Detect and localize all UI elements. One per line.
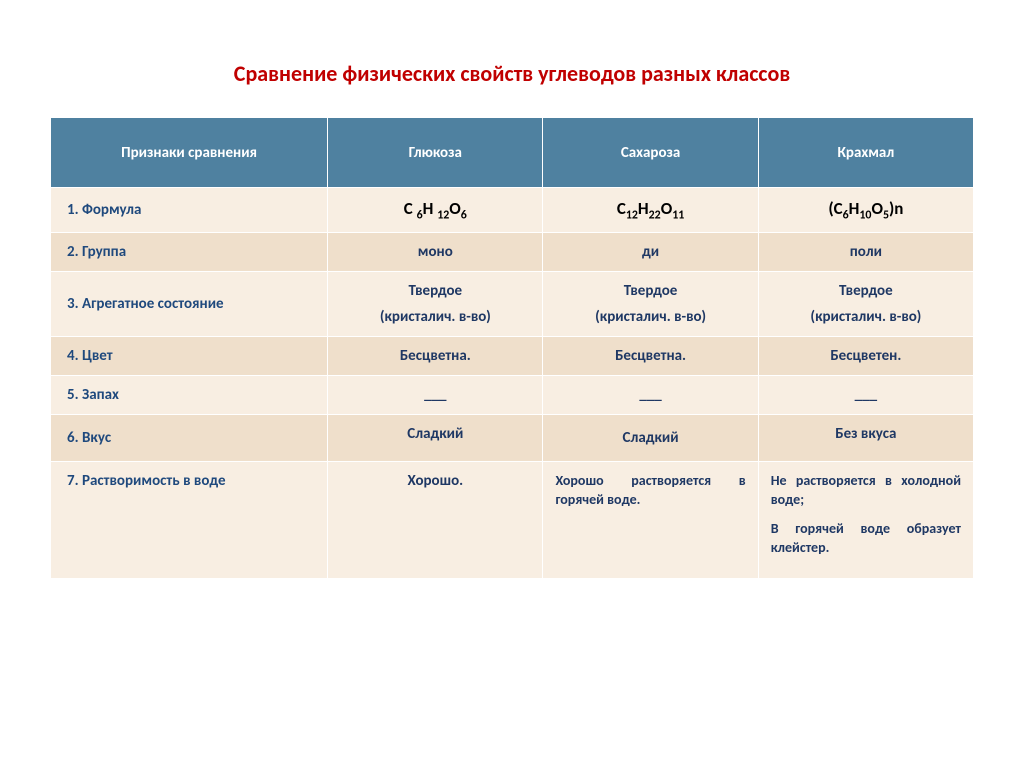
taste-glucose: Сладкий — [328, 415, 543, 462]
solubility-sucrose: Хорошо растворяется в горячей воде. — [543, 462, 758, 579]
table-row: 3. Агрегатное состояние Твердое(кристали… — [51, 272, 974, 337]
row-label-state: 3. Агрегатное состояние — [51, 272, 328, 337]
row-label-formula: 1. Формула — [51, 188, 328, 233]
row-label-color: 4. Цвет — [51, 337, 328, 376]
table-row: 5. Запах ___ ___ ___ — [51, 376, 974, 415]
table-row: 6. Вкус Сладкий Сладкий Без вкуса — [51, 415, 974, 462]
group-sucrose: ди — [543, 233, 758, 272]
table-row: 7. Растворимость в воде Хорошо. Хорошо р… — [51, 462, 974, 579]
formula-glucose: C 6H 12O6 — [328, 188, 543, 233]
taste-starch: Без вкуса — [758, 415, 973, 462]
solubility-glucose: Хорошо. — [328, 462, 543, 579]
color-glucose: Бесцветна. — [328, 337, 543, 376]
formula-starch: (C6H10O5)n — [758, 188, 973, 233]
row-label-group: 2. Группа — [51, 233, 328, 272]
group-glucose: моно — [328, 233, 543, 272]
header-starch: Крахмал — [758, 118, 973, 188]
table-row: 1. Формула C 6H 12O6 C12H22O11 (C6H10O5)… — [51, 188, 974, 233]
formula-sucrose: C12H22O11 — [543, 188, 758, 233]
solubility-starch: Не растворяется в холодной воде; В горяч… — [758, 462, 973, 579]
table-row: 4. Цвет Бесцветна. Бесцветна. Бесцветен. — [51, 337, 974, 376]
row-label-taste: 6. Вкус — [51, 415, 328, 462]
page-title: Сравнение физических свойств углеводов р… — [50, 60, 974, 87]
state-glucose: Твердое(кристалич. в-во) — [328, 272, 543, 337]
smell-starch: ___ — [758, 376, 973, 415]
header-glucose: Глюкоза — [328, 118, 543, 188]
table-header-row: Признаки сравнения Глюкоза Сахароза Крах… — [51, 118, 974, 188]
color-starch: Бесцветен. — [758, 337, 973, 376]
row-label-solubility: 7. Растворимость в воде — [51, 462, 328, 579]
table-row: 2. Группа моно ди поли — [51, 233, 974, 272]
taste-sucrose: Сладкий — [543, 415, 758, 462]
state-sucrose: Твердое(кристалич. в-во) — [543, 272, 758, 337]
smell-sucrose: ___ — [543, 376, 758, 415]
color-sucrose: Бесцветна. — [543, 337, 758, 376]
group-starch: поли — [758, 233, 973, 272]
header-criteria: Признаки сравнения — [51, 118, 328, 188]
smell-glucose: ___ — [328, 376, 543, 415]
state-starch: Твердое(кристалич. в-во) — [758, 272, 973, 337]
row-label-smell: 5. Запах — [51, 376, 328, 415]
comparison-table: Признаки сравнения Глюкоза Сахароза Крах… — [50, 117, 974, 579]
header-sucrose: Сахароза — [543, 118, 758, 188]
